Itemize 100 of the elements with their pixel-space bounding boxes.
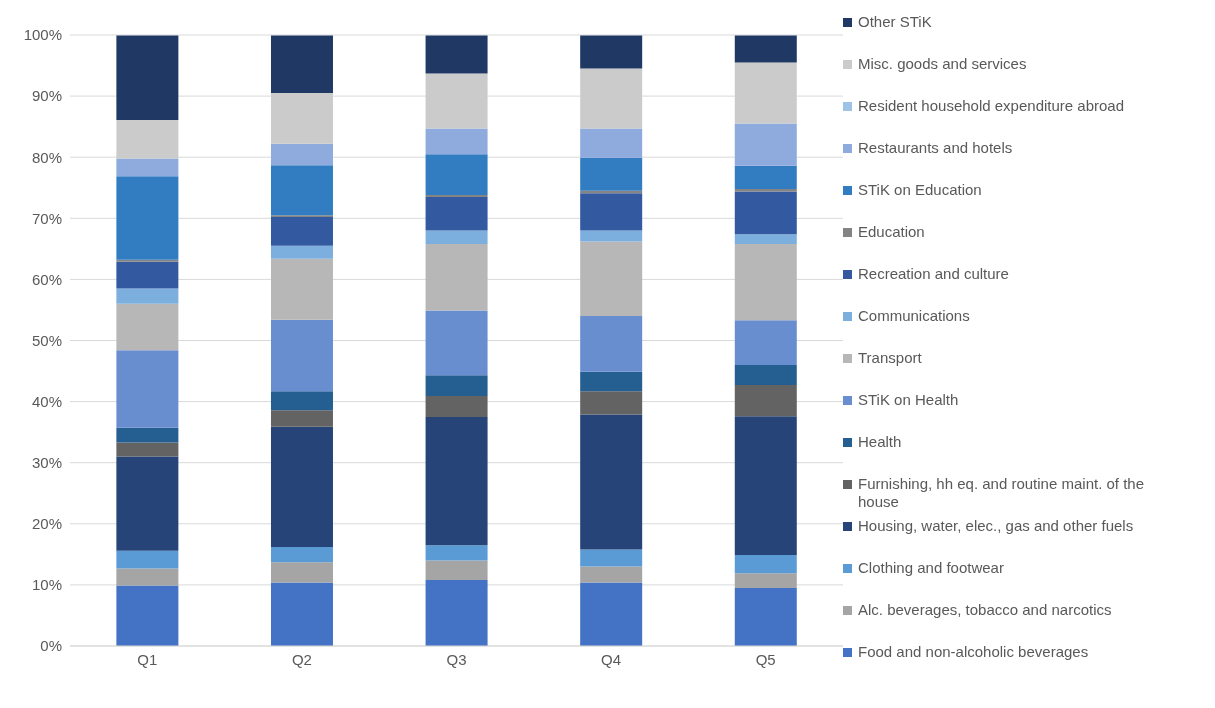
bar (734, 554, 797, 574)
x-tick-label: Q3 (446, 650, 467, 668)
legend-label: STiK on Education (858, 181, 982, 199)
bar (734, 191, 797, 235)
legend-label: Restaurants and hotels (858, 139, 1013, 157)
bar (734, 573, 797, 588)
bar (734, 320, 797, 365)
legend-label: Clothing and footwear (858, 559, 1004, 577)
bar (116, 158, 179, 177)
legend-label: Food and non-alcoholic beverages (858, 643, 1089, 661)
y-tick-label: 30% (31, 454, 62, 472)
bar (270, 562, 333, 583)
bar (734, 587, 797, 646)
bar (270, 245, 333, 259)
bar (734, 385, 797, 417)
legend-label: Other STiK (858, 13, 932, 31)
x-tick-label: Q1 (137, 650, 158, 668)
legend-label: Misc. goods and services (858, 55, 1027, 73)
bar (425, 243, 488, 311)
legend-label: Recreation and culture (858, 265, 1009, 283)
x-tick-label: Q5 (755, 650, 776, 668)
bar (425, 73, 488, 129)
bar (270, 391, 333, 411)
bar (270, 165, 333, 216)
y-tick-label: 70% (31, 209, 62, 227)
legend-label: Resident household expenditure abroad (858, 97, 1125, 115)
x-tick-label: Q4 (601, 650, 622, 668)
bar (734, 234, 797, 244)
bar (580, 566, 643, 583)
y-tick-label: 0% (40, 637, 62, 655)
y-tick-label: 60% (31, 270, 62, 288)
legend-label: Health (858, 433, 902, 451)
bar (580, 241, 643, 317)
bar (734, 35, 797, 63)
bar (425, 545, 488, 561)
bar (425, 154, 488, 196)
y-tick-label: 90% (31, 87, 62, 105)
bar (116, 456, 179, 551)
bar (734, 416, 797, 555)
bar (270, 93, 333, 144)
bar (116, 585, 179, 646)
bar (425, 560, 488, 581)
bar (425, 396, 488, 417)
bar (270, 143, 333, 166)
bar (270, 319, 333, 392)
bar (580, 230, 643, 242)
bar (116, 427, 179, 443)
bar (580, 157, 643, 191)
bar (580, 128, 643, 158)
bar (425, 128, 488, 155)
bar (270, 217, 333, 246)
y-tick-label: 20% (31, 515, 62, 533)
bar (116, 550, 179, 569)
bar (116, 35, 179, 120)
bar (425, 230, 488, 244)
y-tick-label: 50% (31, 331, 62, 349)
legend-label: STiK on Health (858, 391, 959, 409)
bar (270, 258, 333, 320)
y-tick-label: 80% (31, 148, 62, 166)
bar (270, 410, 333, 427)
bar (734, 123, 797, 166)
bar (580, 391, 643, 415)
bar (116, 568, 179, 586)
legend-label: Education (858, 223, 925, 241)
bar (116, 261, 179, 289)
bar (270, 582, 333, 646)
bar (580, 582, 643, 646)
bar (425, 196, 488, 231)
bar (270, 35, 333, 94)
bar (116, 350, 179, 428)
legend-label: Furnishing, hh eq. and routine maint. of the house (858, 475, 1145, 511)
y-tick-label: 10% (31, 576, 62, 594)
bar (116, 176, 179, 260)
bar (116, 119, 179, 159)
bar (425, 375, 488, 397)
bar (270, 547, 333, 563)
bar (425, 35, 488, 74)
bar (580, 549, 643, 567)
bar (580, 414, 643, 550)
bar (580, 316, 643, 372)
bar (425, 580, 488, 646)
bar (116, 442, 179, 457)
bar (270, 426, 333, 548)
bar (734, 364, 797, 386)
bar (580, 35, 643, 69)
y-tick-label: 40% (31, 392, 62, 410)
bar (734, 165, 797, 189)
bar (116, 288, 179, 304)
bar (734, 243, 797, 321)
legend-label: Housing, water, elec., gas and other fuels (858, 517, 1134, 535)
bar (580, 371, 643, 392)
legend-label: Alc. beverages, tobacco and narcotics (858, 601, 1112, 619)
bar (734, 62, 797, 124)
legend-label: Transport (858, 349, 922, 367)
x-tick-label: Q2 (291, 650, 312, 668)
bar (425, 416, 488, 546)
legend-label: Communications (858, 307, 970, 325)
bar (116, 303, 179, 351)
bar (425, 310, 488, 376)
bar (580, 68, 643, 129)
